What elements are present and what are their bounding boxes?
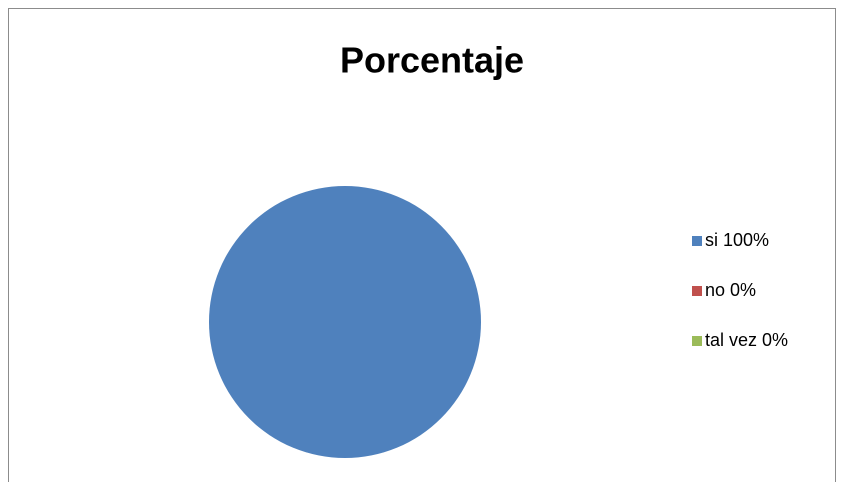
chart-title: Porcentaje — [340, 40, 524, 81]
legend-label: no 0% — [705, 280, 756, 300]
legend-swatch — [692, 236, 702, 246]
legend-swatch — [692, 286, 702, 296]
legend-swatch — [692, 336, 702, 346]
legend-label: tal vez 0% — [705, 330, 788, 350]
legend-label: si 100% — [705, 230, 769, 250]
pie-slice — [209, 186, 481, 458]
